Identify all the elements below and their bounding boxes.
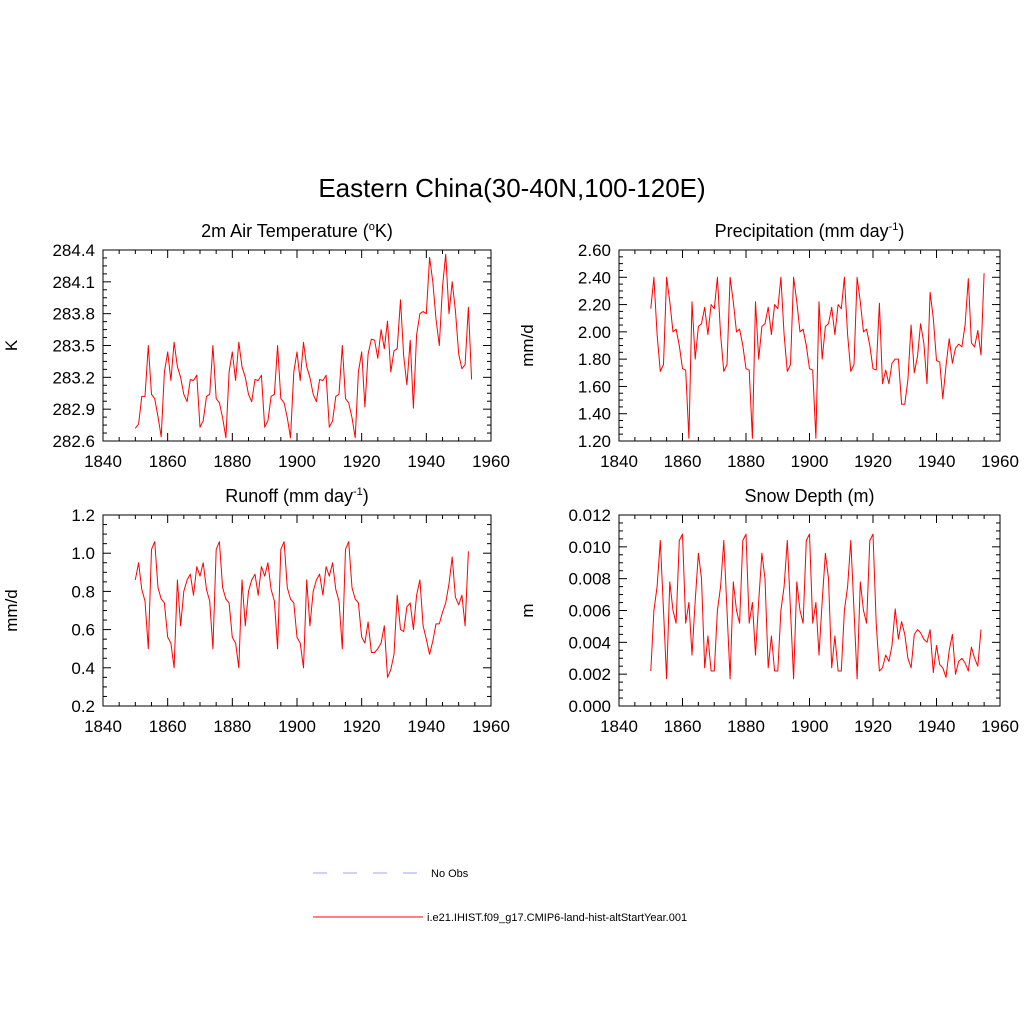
panel-1: 2m Air Temperature (oK) 1840 1860 1880 1900 1…	[2, 221, 510, 471]
panel-3-frame	[102, 514, 492, 707]
panel-1-ytick-label: 282.9	[52, 400, 95, 419]
panels: 2m Air Temperature (oK) 1840 1860 1880 1900 1…	[2, 221, 1019, 736]
panel-3-series-line	[134, 541, 469, 678]
panel-3-xtick-label: 1880	[213, 717, 251, 736]
panel-3-xtick-label: 1840	[84, 717, 122, 736]
panel-4-xtick-label: 1920	[854, 717, 892, 736]
panel-1-series-line	[134, 253, 473, 439]
panel-2-ytick-label: 2.00	[578, 323, 611, 342]
panel-4-ytick-label: 0.010	[568, 538, 611, 557]
panel-1-xtick-label: 1940	[407, 452, 445, 471]
panel-2-ytick-label: 1.60	[578, 377, 611, 396]
panel-3-xtick-label: 1860	[149, 717, 187, 736]
panel-4-xtick-label: 1840	[600, 717, 638, 736]
panel-3-ytick-label: 0.8	[71, 582, 95, 601]
panel-2-ytick-label: 2.60	[578, 241, 611, 260]
panel-1-ylabel: K	[2, 339, 21, 351]
panel-2-title: Precipitation (mm day-1)	[715, 221, 905, 241]
panel-2-xtick-label: 1900	[791, 452, 829, 471]
panel-4-ytick-label: 0.006	[568, 602, 611, 621]
panel-2-series-line	[650, 273, 985, 439]
legend: No Obs i.e21.IHIST.f09_g17.CMIP6-land-hi…	[313, 868, 687, 924]
panel-2: Precipitation (mm day-1) 1840 1860 1880 1900…	[518, 221, 1019, 471]
panel-3-ytick-label: 1.2	[71, 506, 95, 525]
panel-1-ytick-label: 283.5	[52, 337, 95, 356]
panel-2-ytick-label: 1.20	[578, 432, 611, 451]
panel-3-ytick-label: 0.4	[71, 659, 95, 678]
panel-1-ytick-label: 282.6	[52, 432, 95, 451]
panel-2-xtick-label: 1920	[854, 452, 892, 471]
panel-2-ytick-label: 2.20	[578, 296, 611, 315]
legend-label-no-obs: No Obs	[431, 868, 469, 880]
panel-3-ytick-label: 0.6	[71, 621, 95, 640]
panel-4-ytick-label: 0.008	[568, 570, 611, 589]
panel-2-xtick-label: 1940	[918, 452, 956, 471]
panel-4: Snow Depth (m) 1840 1860 1880 1900 1920 1940 19…	[518, 486, 1019, 736]
panel-2-ytick-label: 2.40	[578, 268, 611, 287]
panel-2-xtick-label: 1880	[727, 452, 765, 471]
panel-3-xtick-label: 1960	[472, 717, 510, 736]
panel-4-ytick-label: 0.012	[568, 506, 611, 525]
main-title: Eastern China(30-40N,100-120E)	[318, 173, 705, 203]
panel-1-ytick-label: 283.8	[52, 305, 95, 324]
panel-2-frame	[618, 249, 1001, 442]
panel-4-xtick-label: 1940	[918, 717, 956, 736]
panel-1-ytick-label: 283.2	[52, 368, 95, 387]
panel-2-ylabel: mm/d	[518, 324, 537, 367]
panel-2-xtick-label: 1960	[981, 452, 1019, 471]
panel-4-ytick-label: 0.004	[568, 633, 611, 652]
panel-1-title: 2m Air Temperature (oK)	[201, 221, 393, 241]
panel-4-title: Snow Depth (m)	[744, 486, 874, 506]
panel-3-title: Runoff (mm day-1)	[225, 486, 369, 506]
panel-3-xtick-label: 1940	[407, 717, 445, 736]
panel-4-ylabel: m	[518, 603, 537, 617]
panel-2-xtick-label: 1860	[664, 452, 702, 471]
panel-1-xtick-label: 1860	[149, 452, 187, 471]
panel-1-xtick-label: 1920	[343, 452, 381, 471]
panel-4-xtick-label: 1900	[791, 717, 829, 736]
panel-1-xtick-label: 1960	[472, 452, 510, 471]
panel-1-xtick-label: 1880	[213, 452, 251, 471]
panel-1-ytick-label: 284.4	[52, 241, 95, 260]
panel-2-ytick-label: 1.40	[578, 405, 611, 424]
panel-1-ytick-label: 284.1	[52, 273, 95, 292]
panel-3-ytick-label: 0.2	[71, 697, 95, 716]
panel-4-series-line	[650, 533, 982, 680]
panel-3-xtick-label: 1900	[278, 717, 316, 736]
panel-1-xtick-label: 1900	[278, 452, 316, 471]
panel-3-ylabel: mm/d	[2, 589, 21, 632]
panel-4-ytick-label: 0.000	[568, 697, 611, 716]
panel-2-xtick-label: 1840	[600, 452, 638, 471]
panel-3-ytick-label: 1.0	[71, 544, 95, 563]
panel-3-xtick-label: 1920	[343, 717, 381, 736]
panel-1-xtick-label: 1840	[84, 452, 122, 471]
panel-4-xtick-label: 1880	[727, 717, 765, 736]
legend-label-model: i.e21.IHIST.f09_g17.CMIP6-land-hist-altS…	[427, 912, 687, 924]
panel-4-xtick-label: 1960	[981, 717, 1019, 736]
panel-2-ytick-label: 1.80	[578, 350, 611, 369]
panel-3: Runoff (mm day-1) 1840 1860 1880 1900 1920 194…	[2, 486, 510, 736]
panel-4-xtick-label: 1860	[664, 717, 702, 736]
panel-4-ytick-label: 0.002	[568, 665, 611, 684]
